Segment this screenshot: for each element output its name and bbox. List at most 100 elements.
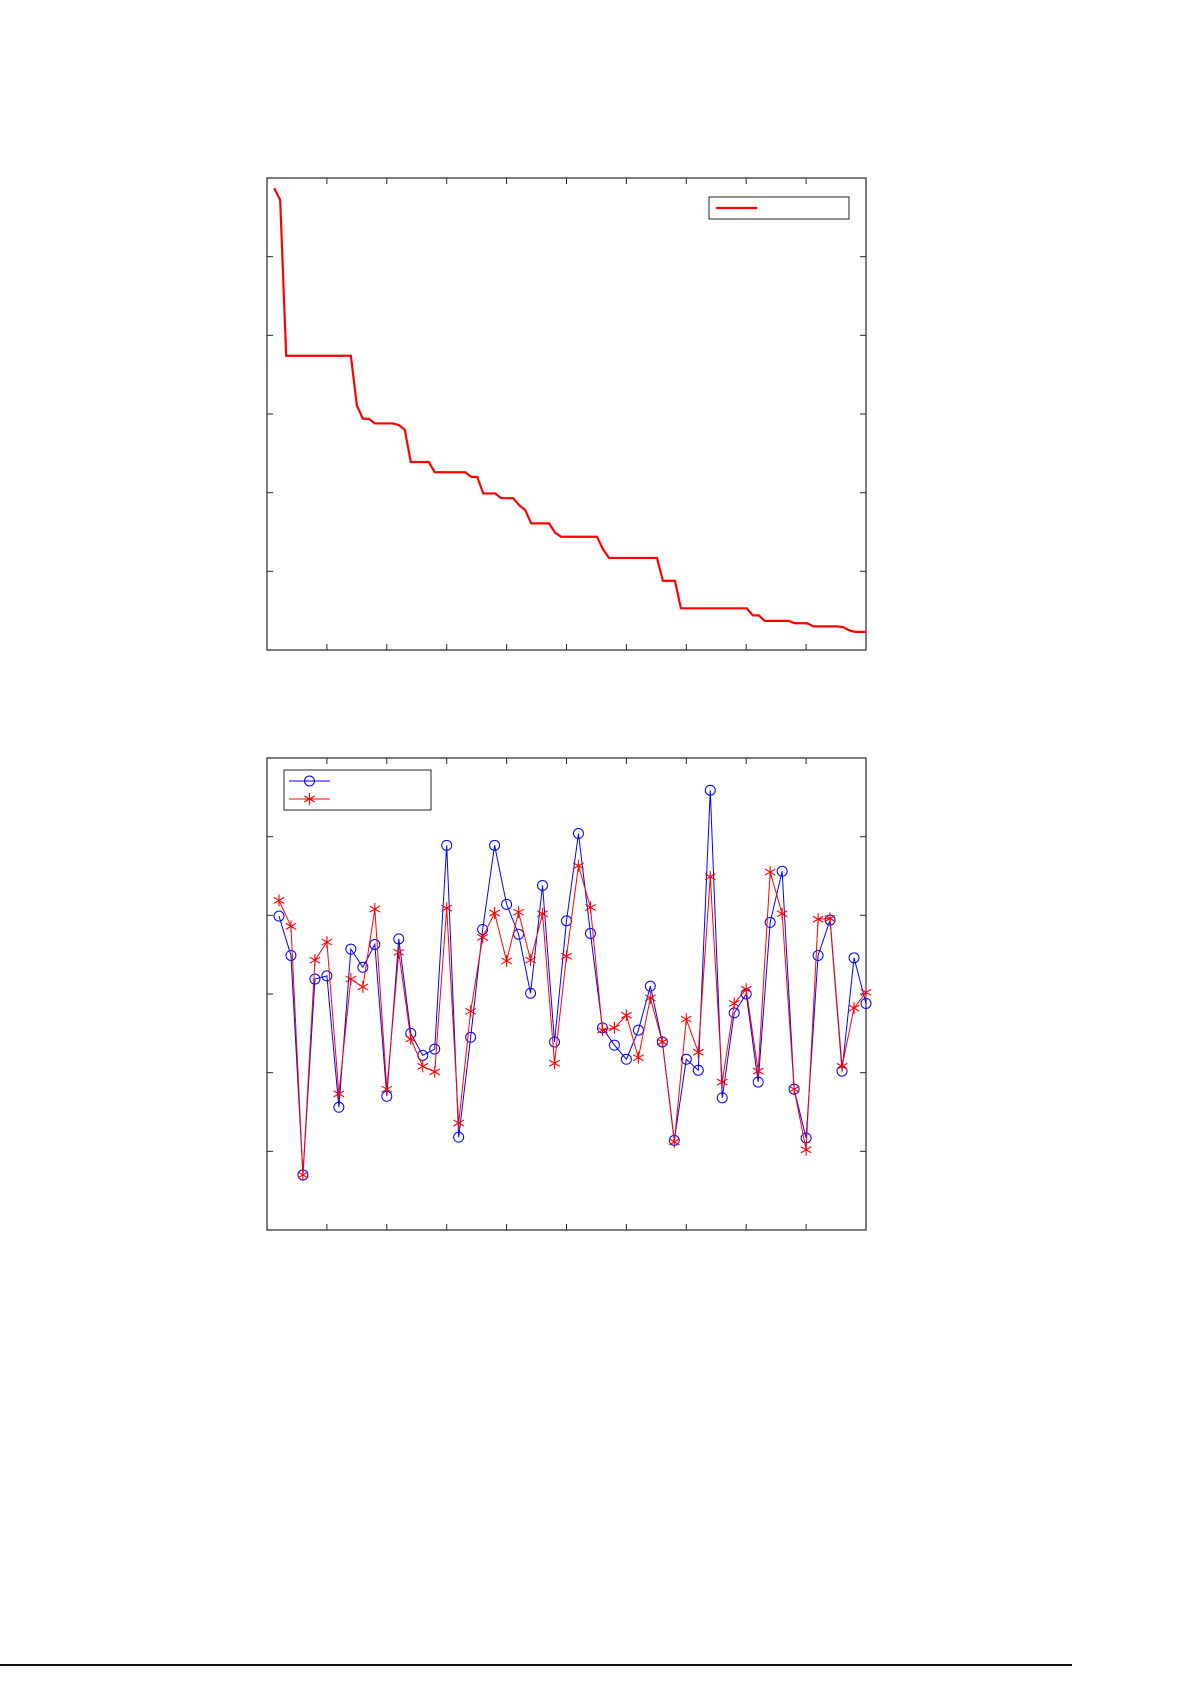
data-point-asterisk — [596, 1024, 608, 1037]
data-point-circle — [309, 973, 321, 985]
asterisk-stroke — [704, 873, 716, 881]
asterisk-stroke — [824, 915, 836, 922]
data-point-circle — [537, 879, 549, 891]
data-point-asterisk — [309, 954, 321, 967]
data-point-asterisk — [304, 793, 315, 805]
data-point-asterisk — [561, 950, 572, 963]
asterisk-stroke — [285, 922, 297, 930]
data-point-circle — [489, 839, 501, 851]
series-line — [278, 790, 867, 1175]
data-point-circle — [692, 1064, 704, 1076]
data-point-circle — [848, 952, 860, 964]
data-point-asterisk — [692, 1046, 704, 1059]
data-point-circle — [776, 865, 788, 877]
data-point-asterisk — [836, 1060, 848, 1073]
data-point-circle — [501, 898, 513, 910]
data-point-circle — [304, 775, 315, 787]
asterisk-stroke — [549, 1059, 560, 1067]
asterisk-stroke — [561, 952, 572, 960]
data-point-asterisk — [537, 907, 549, 920]
data-point-asterisk — [848, 1002, 860, 1015]
data-point-asterisk — [321, 936, 333, 949]
asterisk-stroke — [309, 956, 321, 964]
data-point-asterisk — [417, 1060, 429, 1073]
asterisk-stroke — [596, 1026, 608, 1034]
data-point-asterisk — [345, 973, 357, 986]
series-2 — [273, 859, 872, 1181]
asterisk-stroke — [608, 1024, 620, 1032]
data-point-asterisk — [788, 1083, 800, 1096]
data-point-asterisk — [800, 1143, 812, 1156]
data-point-circle — [429, 1043, 441, 1055]
data-point-circle — [273, 910, 285, 922]
data-point-circle — [812, 949, 824, 961]
data-point-asterisk — [525, 954, 537, 967]
asterisk-stroke — [680, 1015, 692, 1023]
data-point-asterisk — [860, 986, 872, 999]
asterisk-stroke — [812, 915, 824, 923]
data-point-asterisk — [764, 866, 776, 879]
data-point-asterisk — [632, 1051, 644, 1064]
data-point-asterisk — [369, 903, 381, 916]
data-point-circle — [716, 1092, 728, 1104]
asterisk-stroke — [489, 909, 501, 917]
legend — [283, 769, 432, 811]
asterisk-stroke — [573, 862, 584, 870]
data-point-circle — [644, 980, 656, 992]
asterisk-stroke — [357, 983, 369, 991]
series-1 — [273, 187, 866, 634]
data-point-circle — [608, 1039, 620, 1051]
asterisk-stroke — [764, 868, 776, 876]
data-point-circle — [632, 1024, 644, 1036]
data-point-circle — [549, 1036, 561, 1048]
data-point-asterisk — [740, 983, 752, 996]
data-point-asterisk — [381, 1083, 393, 1096]
chart-1 — [266, 177, 867, 651]
data-point-asterisk — [549, 1057, 560, 1070]
asterisk-stroke — [304, 795, 315, 803]
data-point-circle — [704, 784, 716, 796]
data-point-asterisk — [573, 859, 584, 872]
asterisk-stroke — [788, 1085, 800, 1093]
data-point-asterisk — [752, 1065, 764, 1078]
asterisk-stroke — [632, 1054, 644, 1062]
asterisk-stroke — [644, 994, 656, 1002]
asterisk-stroke — [525, 956, 537, 964]
data-point-circle — [764, 916, 776, 928]
asterisk-stroke — [345, 975, 357, 983]
asterisk-stroke — [836, 1062, 848, 1070]
data-point-circle — [680, 1053, 692, 1065]
data-point-circle — [285, 949, 297, 961]
data-point-asterisk — [668, 1135, 680, 1148]
chart-2 — [266, 757, 872, 1231]
asterisk-stroke — [465, 1007, 477, 1015]
data-point-asterisk — [824, 912, 836, 925]
data-point-asterisk — [441, 902, 453, 915]
data-point-circle — [572, 828, 584, 840]
data-point-asterisk — [477, 931, 489, 944]
asterisk-stroke — [273, 896, 285, 904]
data-point-asterisk — [513, 906, 525, 919]
asterisk-stroke — [501, 957, 513, 965]
data-point-asterisk — [453, 1117, 465, 1130]
asterisk-stroke — [537, 910, 549, 918]
data-point-asterisk — [812, 913, 824, 926]
data-point-asterisk — [273, 894, 285, 907]
asterisk-stroke — [800, 1146, 812, 1154]
data-point-asterisk — [489, 906, 501, 919]
series-line — [278, 865, 867, 1175]
data-point-asterisk — [776, 907, 788, 920]
data-point-asterisk — [297, 1168, 309, 1181]
asterisk-stroke — [369, 905, 381, 913]
legend — [708, 196, 850, 220]
asterisk-stroke — [333, 1090, 345, 1098]
data-point-circle — [860, 997, 872, 1009]
asterisk-stroke — [381, 1085, 393, 1093]
asterisk-stroke — [297, 1171, 309, 1179]
data-point-asterisk — [704, 870, 716, 883]
asterisk-stroke — [584, 903, 596, 911]
asterisk-stroke — [728, 999, 740, 1007]
asterisk-stroke — [417, 1062, 429, 1070]
data-point-asterisk — [644, 991, 656, 1004]
